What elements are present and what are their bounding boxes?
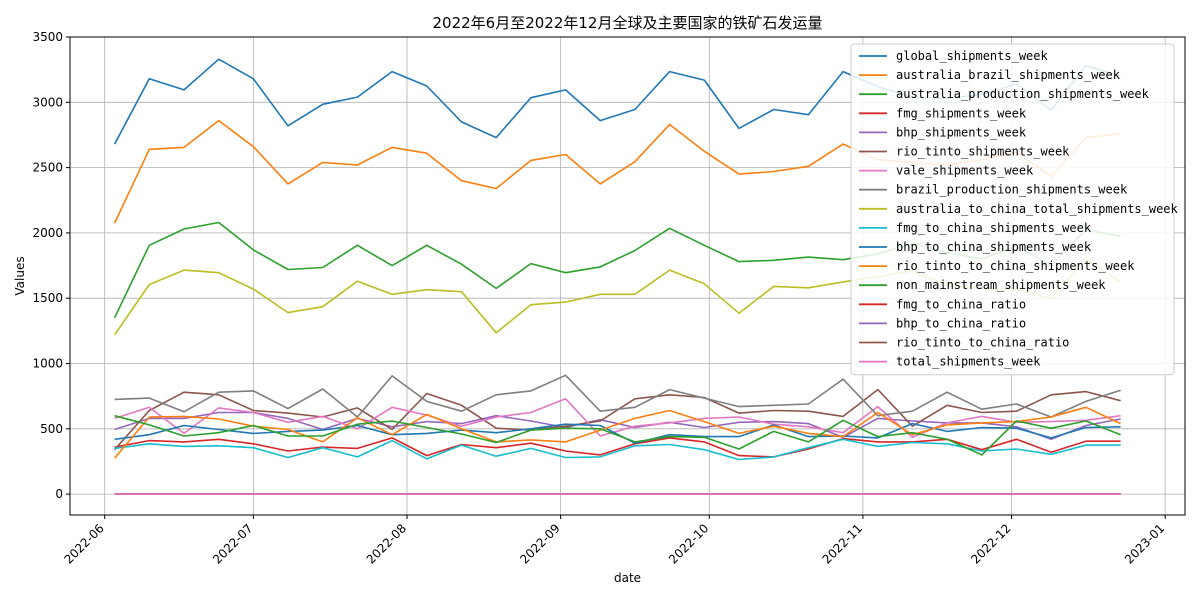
series-line-bhp-to-china-shipments-week xyxy=(114,422,1121,445)
series-line-rio-tinto-to-china-shipments-week xyxy=(113,406,1121,459)
plot-frame xyxy=(69,36,1186,516)
legend-label: bhp_to_china_shipments_week xyxy=(896,240,1092,254)
legend-label: bhp_shipments_week xyxy=(896,125,1027,139)
y-tick-label: 3000 xyxy=(32,95,63,109)
legend-label: rio_tinto_to_china_shipments_week xyxy=(896,259,1135,273)
legend: global_shipments_week australia_brazil_sh… xyxy=(850,43,1179,376)
y-axis-title: Values xyxy=(13,256,27,295)
series-line-fmg-to-china-shipments-week xyxy=(114,438,1121,461)
x-tick-label: 2022-09 xyxy=(517,521,562,566)
x-tick-label: 2022-08 xyxy=(364,521,409,566)
y-tick-label: 1500 xyxy=(32,291,63,305)
legend-label: vale_shipments_week xyxy=(896,164,1034,178)
legend-label: rio_tinto_to_china_ratio xyxy=(896,336,1069,350)
legend-label: brazil_production_shipments_week xyxy=(896,183,1128,197)
legend-label: australia_brazil_shipments_week xyxy=(896,68,1121,82)
y-tick-label: 1000 xyxy=(32,357,63,371)
series-line-non-mainstream-shipments-week xyxy=(114,414,1121,456)
legend-label: bhp_to_china_ratio xyxy=(896,316,1026,330)
legend-label: fmg_shipments_week xyxy=(896,106,1027,120)
legend-label: australia_production_shipments_week xyxy=(896,87,1150,101)
legend-label: non_mainstream_shipments_week xyxy=(896,278,1106,292)
series-lines xyxy=(113,58,1122,495)
y-tick-label: 0 xyxy=(55,487,63,501)
legend-label: australia_to_china_total_shipments_week xyxy=(896,202,1179,216)
y-tick-label: 2500 xyxy=(32,161,63,175)
legend-label: fmg_to_china_ratio xyxy=(896,297,1026,311)
y-tick-label: 2000 xyxy=(32,226,63,240)
x-axis-title: date xyxy=(614,571,641,585)
x-tick-label: 2022-11 xyxy=(820,521,865,566)
x-tick-label: 2022-12 xyxy=(968,521,1013,566)
legend-box xyxy=(850,43,1175,376)
x-tick-label: 2023-01 xyxy=(1122,521,1167,566)
legend-label: global_shipments_week xyxy=(896,49,1048,63)
x-tick-label: 2022-10 xyxy=(666,521,711,566)
chart-title: 2022年6月至2022年12月全球及主要国家的铁矿石发运量 xyxy=(433,14,823,32)
legend-label: rio_tinto_shipments_week xyxy=(896,145,1070,159)
series-line-fmg-shipments-week xyxy=(114,437,1121,458)
x-tick-label: 2022-07 xyxy=(210,521,255,566)
series-line-brazil-production-shipments-week xyxy=(114,374,1121,418)
y-tick-label: 500 xyxy=(40,422,63,436)
series-line-rio-tinto-shipments-week xyxy=(114,388,1121,451)
y-tick-label: 3500 xyxy=(32,30,63,44)
x-tick-label: 2022-06 xyxy=(61,521,106,566)
legend-label: total_shipments_week xyxy=(896,355,1041,369)
legend-label: fmg_to_china_shipments_week xyxy=(896,221,1092,235)
series-line-vale-shipments-week xyxy=(114,397,1121,439)
